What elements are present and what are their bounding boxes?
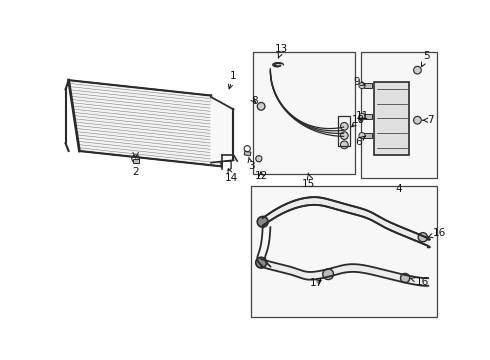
Text: 13: 13: [275, 44, 289, 58]
Circle shape: [256, 156, 262, 162]
Circle shape: [257, 216, 268, 227]
Bar: [365, 133, 372, 138]
Text: 12: 12: [254, 171, 268, 181]
Circle shape: [359, 113, 365, 120]
Text: 16: 16: [411, 277, 429, 287]
Text: 8: 8: [251, 96, 258, 106]
Circle shape: [341, 132, 348, 139]
Text: 9: 9: [353, 77, 365, 87]
Text: 17: 17: [310, 278, 323, 288]
Text: 1: 1: [228, 71, 237, 89]
Circle shape: [256, 257, 267, 268]
Circle shape: [323, 269, 334, 280]
Circle shape: [414, 66, 421, 74]
Bar: [374, 82, 409, 155]
Text: 7: 7: [423, 115, 434, 125]
Text: 11: 11: [352, 111, 369, 127]
Circle shape: [341, 141, 348, 149]
Bar: [338, 116, 350, 147]
Text: 4: 4: [395, 184, 402, 194]
Text: 15: 15: [302, 179, 316, 189]
FancyBboxPatch shape: [361, 53, 438, 178]
Text: 10: 10: [352, 115, 365, 125]
Circle shape: [418, 233, 427, 242]
Bar: [365, 114, 372, 119]
Text: 14: 14: [225, 169, 239, 183]
FancyBboxPatch shape: [251, 186, 438, 316]
Text: 6: 6: [355, 136, 366, 147]
Text: 5: 5: [421, 51, 430, 67]
Bar: [365, 83, 372, 88]
Circle shape: [400, 274, 410, 283]
Polygon shape: [211, 97, 233, 163]
FancyBboxPatch shape: [253, 53, 355, 174]
Circle shape: [359, 82, 365, 89]
Bar: [244, 151, 251, 156]
Bar: [132, 159, 139, 163]
Circle shape: [359, 132, 365, 139]
Polygon shape: [69, 80, 222, 166]
Text: 16: 16: [428, 228, 446, 238]
Text: 3: 3: [248, 157, 254, 171]
Circle shape: [341, 122, 348, 130]
Circle shape: [257, 103, 265, 110]
Text: 2: 2: [132, 167, 139, 177]
Circle shape: [414, 116, 421, 124]
